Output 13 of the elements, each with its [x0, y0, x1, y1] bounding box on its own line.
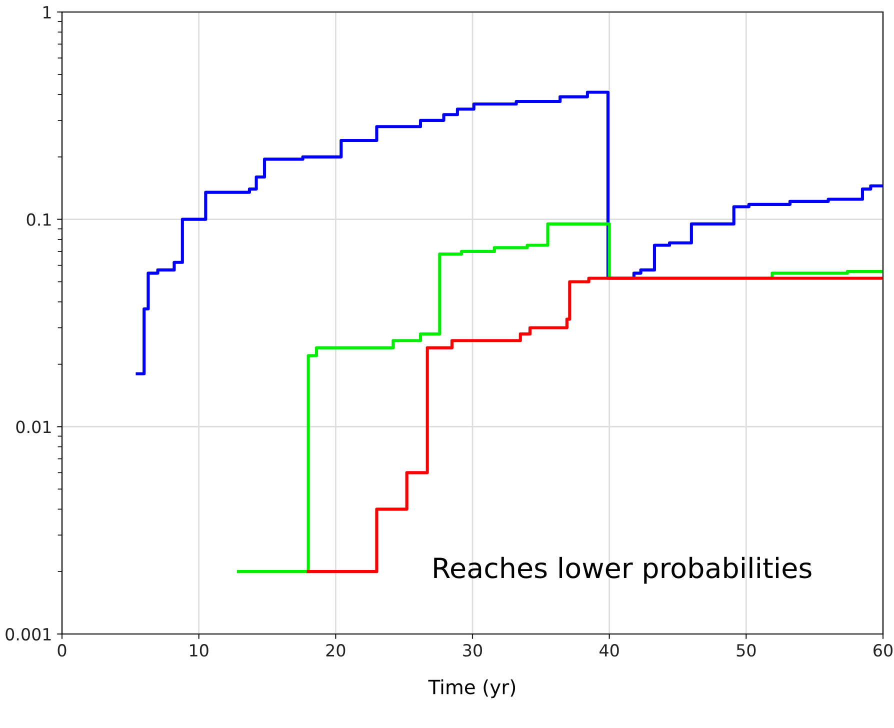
y-tick-label: 1 — [44, 6, 51, 18]
x-tick-label: 50 — [736, 644, 756, 657]
x-tick-label: 40 — [600, 644, 619, 657]
x-tick-label: 60 — [874, 644, 892, 657]
x-tick-label: 30 — [463, 644, 482, 657]
y-tick-label: 0.01 — [16, 420, 51, 434]
x-tick-label: 20 — [326, 644, 346, 657]
annotation: Reaches lower probabilities — [434, 556, 812, 584]
x-tick-label: 10 — [190, 644, 208, 657]
x-axis-title: Time (yr) — [428, 679, 516, 698]
x-tick-label: 0 — [58, 644, 66, 657]
y-tick-label: 0.001 — [6, 628, 51, 641]
y-tick-label: 0.1 — [26, 213, 51, 226]
